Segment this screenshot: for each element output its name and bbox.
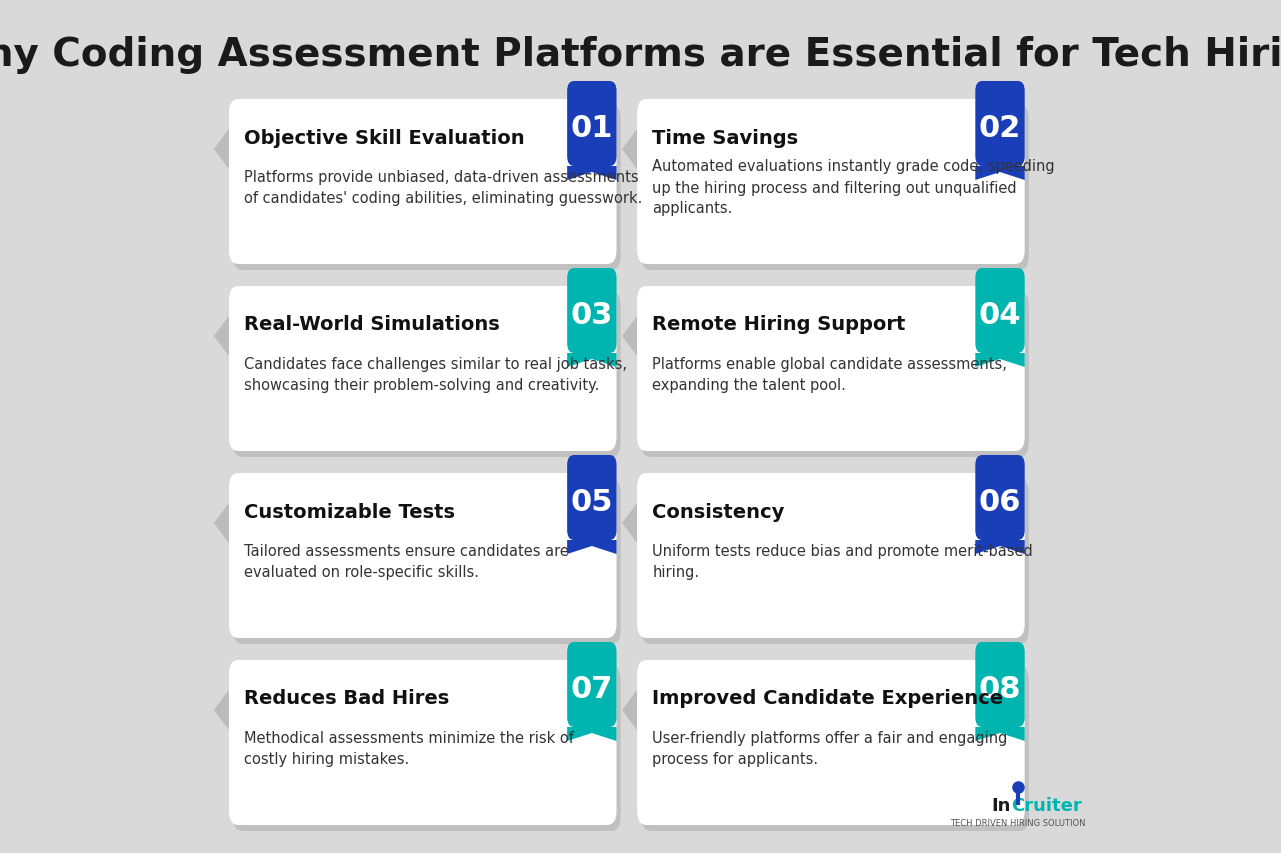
Text: Candidates face challenges similar to real job tasks,
showcasing their problem-s: Candidates face challenges similar to re… [245,357,626,392]
FancyBboxPatch shape [637,660,1025,825]
FancyBboxPatch shape [975,642,1025,727]
Polygon shape [623,316,637,357]
FancyBboxPatch shape [642,479,1029,644]
Polygon shape [214,130,229,170]
Text: 02: 02 [979,113,1021,142]
FancyBboxPatch shape [567,456,616,540]
Polygon shape [975,354,1025,368]
FancyBboxPatch shape [567,82,616,167]
FancyBboxPatch shape [975,269,1025,354]
FancyBboxPatch shape [642,293,1029,457]
Polygon shape [623,503,637,543]
Text: Tailored assessments ensure candidates are
evaluated on role-specific skills.: Tailored assessments ensure candidates a… [245,543,569,579]
FancyBboxPatch shape [229,660,616,825]
FancyBboxPatch shape [229,287,616,451]
FancyBboxPatch shape [233,293,621,457]
FancyBboxPatch shape [637,100,1025,264]
Text: Uniform tests reduce bias and promote merit-based
hiring.: Uniform tests reduce bias and promote me… [652,543,1032,579]
Polygon shape [623,690,637,730]
Polygon shape [623,130,637,170]
FancyBboxPatch shape [975,456,1025,540]
Text: In: In [991,796,1011,814]
Polygon shape [214,690,229,730]
FancyBboxPatch shape [233,666,621,831]
Text: Methodical assessments minimize the risk of
costly hiring mistakes.: Methodical assessments minimize the risk… [245,730,574,766]
Text: Platforms provide unbiased, data-driven assessments
of candidates' coding abilit: Platforms provide unbiased, data-driven … [245,170,642,206]
Polygon shape [567,540,616,554]
Polygon shape [975,167,1025,181]
Polygon shape [214,503,229,543]
Text: Platforms enable global candidate assessments,
expanding the talent pool.: Platforms enable global candidate assess… [652,357,1007,392]
Polygon shape [214,316,229,357]
FancyBboxPatch shape [229,100,616,264]
Text: 07: 07 [570,674,614,703]
Text: Remote Hiring Support: Remote Hiring Support [652,315,906,334]
FancyBboxPatch shape [975,82,1025,167]
Polygon shape [975,540,1025,554]
Text: 01: 01 [570,113,614,142]
Text: Consistency: Consistency [652,502,784,521]
Text: 04: 04 [979,300,1021,329]
FancyBboxPatch shape [229,473,616,638]
Text: Improved Candidate Experience: Improved Candidate Experience [652,688,1003,708]
Text: Automated evaluations instantly grade code, speeding
up the hiring process and f: Automated evaluations instantly grade co… [652,160,1054,217]
FancyBboxPatch shape [637,287,1025,451]
Text: Customizable Tests: Customizable Tests [245,502,455,521]
Polygon shape [567,727,616,741]
FancyBboxPatch shape [567,642,616,727]
Text: Why Coding Assessment Platforms are Essential for Tech Hiring: Why Coding Assessment Platforms are Esse… [0,36,1281,74]
FancyBboxPatch shape [642,106,1029,270]
Text: Reduces Bad Hires: Reduces Bad Hires [245,688,450,708]
Text: Time Savings: Time Savings [652,128,798,148]
Text: 06: 06 [979,487,1021,516]
Text: Real-World Simulations: Real-World Simulations [245,315,500,334]
Text: User-friendly platforms offer a fair and engaging
process for applicants.: User-friendly platforms offer a fair and… [652,730,1008,766]
FancyBboxPatch shape [567,269,616,354]
Text: Cruiter: Cruiter [1011,796,1081,814]
Polygon shape [567,354,616,368]
Text: 05: 05 [570,487,614,516]
FancyBboxPatch shape [642,666,1029,831]
Text: Objective Skill Evaluation: Objective Skill Evaluation [245,128,525,148]
FancyBboxPatch shape [637,473,1025,638]
Text: TECH DRIVEN HIRING SOLUTION: TECH DRIVEN HIRING SOLUTION [951,819,1085,827]
Text: 08: 08 [979,674,1021,703]
Text: 03: 03 [570,300,614,329]
Polygon shape [567,167,616,181]
FancyBboxPatch shape [233,479,621,644]
FancyBboxPatch shape [233,106,621,270]
Polygon shape [975,727,1025,741]
